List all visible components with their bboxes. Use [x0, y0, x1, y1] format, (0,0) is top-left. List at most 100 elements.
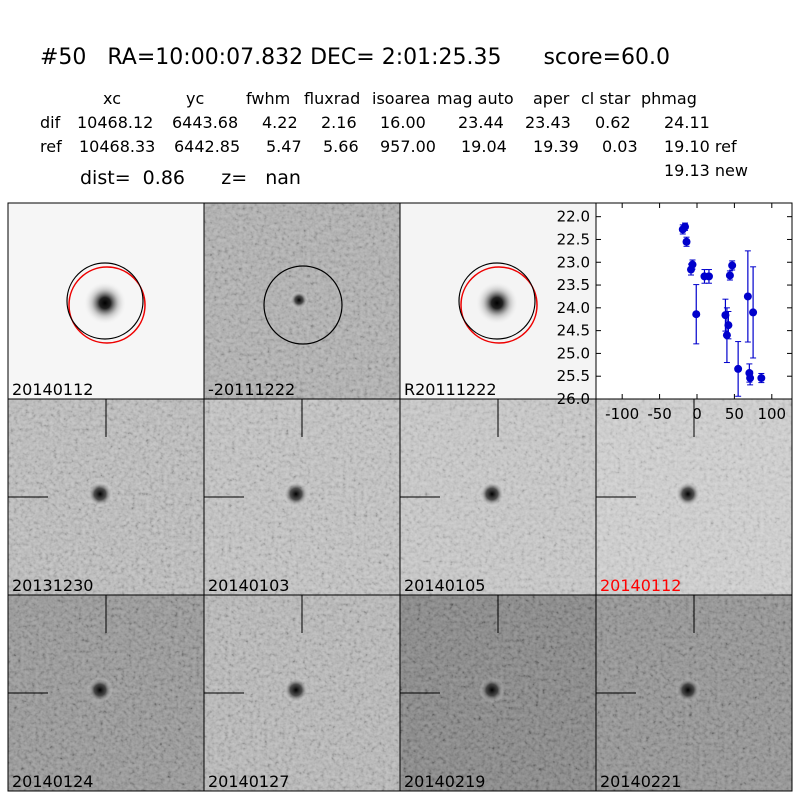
point — [722, 331, 731, 340]
y-tick-label: 23.0 — [557, 253, 590, 271]
column-header: yc — [186, 89, 204, 108]
source — [87, 481, 113, 507]
panel-label: R20111222 — [404, 380, 497, 399]
image-panel: R20111222 — [399, 202, 597, 400]
table-cell: 23.44 — [458, 113, 504, 132]
phmag-new: 19.13 new — [664, 161, 748, 180]
y-tick-label: 24.0 — [557, 299, 590, 317]
point — [688, 260, 697, 269]
point — [724, 321, 733, 330]
source — [479, 677, 505, 703]
title: #50 RA=10:00:07.832 DEC= 2:01:25.35 scor… — [40, 45, 670, 70]
y-tick-label: 23.5 — [557, 276, 590, 294]
point — [746, 374, 755, 383]
image-panel: 20140219 — [399, 594, 597, 792]
panels: 20140112 -20111222 R20111222 20131230 201401… — [7, 202, 793, 792]
black-circle — [263, 265, 343, 345]
source — [83, 281, 127, 325]
source — [283, 677, 309, 703]
source — [283, 481, 309, 507]
dist-line: dist= 0.86 z= nan — [80, 167, 301, 189]
light-curve: 22.0 22.5 23.0 23.5 24.0 24.5 25.0 25.5 26.0 -100… — [557, 202, 793, 423]
column-header: phmag — [641, 89, 697, 108]
table-cell: ref — [40, 137, 62, 156]
source — [479, 481, 505, 507]
x-tick-label: -100 — [605, 405, 639, 423]
point — [725, 271, 734, 280]
table-cell: 0.03 — [602, 137, 638, 156]
column-header: cl star — [581, 89, 631, 108]
table-cell: 23.43 — [525, 113, 571, 132]
source — [675, 677, 701, 703]
image-panel: 20140221 — [595, 594, 793, 792]
table-cell: dif — [40, 113, 61, 132]
column-header: fwhm — [246, 89, 290, 108]
x-tick-label: 50 — [725, 405, 744, 423]
table-cell: 0.62 — [595, 113, 631, 132]
table-cell: 19.39 — [533, 137, 579, 156]
image-panel: 20140124 — [7, 594, 205, 792]
panel-label: 20140112 — [12, 380, 93, 399]
source — [675, 481, 701, 507]
image-panel: 20140105 — [399, 398, 597, 596]
point — [682, 237, 691, 246]
source — [475, 281, 519, 325]
red-circle — [68, 266, 146, 344]
table-cell: 19.04 — [461, 137, 507, 156]
red-circle — [460, 266, 538, 344]
table-cell: 4.22 — [262, 113, 298, 132]
table-cell: 957.00 — [380, 137, 436, 156]
image-panel: 20140112 — [7, 202, 205, 400]
panel-label: 20140112 — [600, 576, 681, 595]
panel-label: 20140221 — [600, 772, 681, 791]
panel-frame — [595, 594, 793, 792]
table-cell: 10468.12 — [77, 113, 153, 132]
panel-label: 20140124 — [12, 772, 93, 791]
table-cell: 19.10 ref — [664, 137, 737, 156]
table-cell: 2.16 — [321, 113, 357, 132]
column-header: mag auto — [437, 89, 514, 108]
black-circle — [458, 262, 536, 340]
panel-label: -20111222 — [208, 380, 295, 399]
image-panel: -20111222 — [203, 202, 401, 400]
table-cell: 16.00 — [380, 113, 426, 132]
column-header: isoarea — [372, 89, 430, 108]
table-cell: 6443.68 — [172, 113, 238, 132]
y-tick-label: 22.5 — [557, 230, 590, 248]
source — [290, 291, 308, 309]
column-header: aper — [533, 89, 570, 108]
source — [87, 677, 113, 703]
table-cell: 5.66 — [323, 137, 359, 156]
y-tick-label: 22.0 — [557, 208, 590, 226]
point — [728, 261, 737, 270]
plot-area — [595, 202, 793, 400]
point — [757, 374, 766, 383]
black-circle — [66, 262, 144, 340]
column-header: xc — [103, 89, 121, 108]
panel-label: 20140103 — [208, 576, 289, 595]
y-tick-label: 26.0 — [557, 390, 590, 408]
point — [681, 222, 690, 231]
point — [734, 364, 743, 373]
panel-label: 20140127 — [208, 772, 289, 791]
y-tick-label: 25.5 — [557, 367, 590, 385]
point — [749, 308, 758, 317]
y-tick-label: 24.5 — [557, 322, 590, 340]
table-cell: 5.47 — [266, 137, 302, 156]
point — [692, 310, 701, 319]
panel-label: 20140219 — [404, 772, 485, 791]
table-cell: 24.11 — [664, 113, 710, 132]
image-panel: 20131230 — [7, 398, 205, 596]
table-cell: 6442.85 — [174, 137, 240, 156]
image-panel: 20140103 — [203, 398, 401, 596]
column-header: fluxrad — [304, 89, 360, 108]
point — [704, 272, 713, 281]
image-panel: 20140112 — [595, 398, 793, 596]
panel-label: 20131230 — [12, 576, 93, 595]
x-tick-label: 100 — [757, 405, 786, 423]
x-tick-label: -50 — [647, 405, 672, 423]
table-cell: 10468.33 — [79, 137, 155, 156]
x-tick-label: 0 — [692, 405, 702, 423]
image-panel: 20140127 — [203, 594, 401, 792]
